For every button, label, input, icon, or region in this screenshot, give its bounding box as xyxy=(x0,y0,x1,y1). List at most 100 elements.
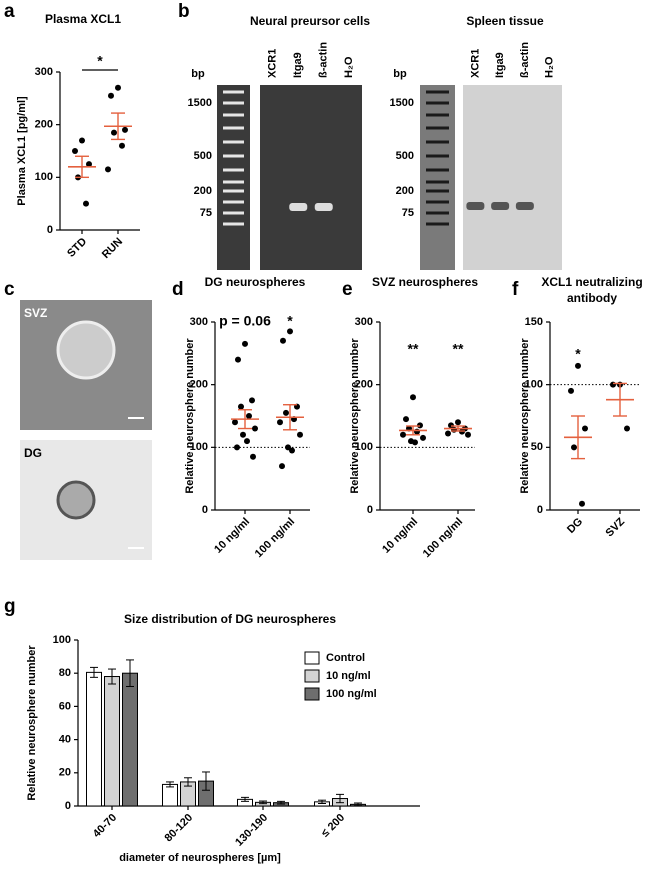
ladder-band xyxy=(223,180,244,184)
y-tick-label: 0 xyxy=(367,504,373,516)
gel-band xyxy=(491,202,510,210)
legend-label: Control xyxy=(326,652,365,664)
gel-lanes xyxy=(260,85,362,270)
data-point xyxy=(115,84,121,91)
data-point xyxy=(283,409,289,416)
legend-swatch xyxy=(304,651,320,665)
bar xyxy=(122,672,138,807)
y-tick-label: 300 xyxy=(190,316,208,328)
chart-title: Size distribution of DG neurospheres xyxy=(124,612,336,626)
ladder-band xyxy=(223,126,244,130)
y-tick-label: 100 xyxy=(525,379,543,391)
ladder-band xyxy=(426,189,449,193)
ladder-label: 1500 xyxy=(390,97,414,109)
gel-band xyxy=(515,202,534,210)
y-axis-label: Relative neurosphere number xyxy=(349,338,361,494)
legend-swatch xyxy=(304,687,320,701)
ladder-label: 75 xyxy=(200,207,212,219)
ladder-label: 75 xyxy=(402,207,414,219)
y-axis-label: Relative neurosphere number xyxy=(519,338,531,494)
ladder-band xyxy=(426,101,449,105)
x-tick-label: 10 ng/ml xyxy=(212,516,252,556)
data-point xyxy=(108,92,114,99)
y-tick-label: 100 xyxy=(355,441,373,453)
y-axis-label: Relative neurosphere number xyxy=(26,645,38,801)
y-tick-label: 200 xyxy=(190,379,208,391)
neurosphere xyxy=(56,480,96,520)
y-tick-label: 100 xyxy=(53,634,71,646)
panel-label: c xyxy=(4,279,15,300)
ladder-band xyxy=(223,211,244,215)
legend-label: 100 ng/ml xyxy=(326,688,377,700)
data-point xyxy=(445,430,451,437)
bp-label: bp xyxy=(191,68,205,80)
panel-label: a xyxy=(4,1,15,22)
x-tick-label: 10 ng/ml xyxy=(380,516,420,556)
lane-label: ß-actin xyxy=(519,42,531,78)
data-point xyxy=(451,426,457,433)
ladder-band xyxy=(223,168,244,172)
data-point xyxy=(232,419,238,426)
legend-label: 10 ng/ml xyxy=(326,670,371,682)
micrograph-label: SVZ xyxy=(24,306,47,320)
gel-band xyxy=(289,203,308,211)
data-point xyxy=(250,453,256,460)
significance: * xyxy=(575,346,581,362)
bar xyxy=(104,676,120,807)
bar xyxy=(86,671,102,807)
y-axis-label: Relative neurosphere number xyxy=(184,338,196,494)
ladder-band xyxy=(426,90,449,94)
data-point xyxy=(465,431,471,438)
x-tick-label: STD xyxy=(65,236,89,260)
significance: ** xyxy=(453,341,464,357)
bar xyxy=(162,783,178,807)
y-tick-label: 0 xyxy=(65,800,71,812)
chart-title: DG neurospheres xyxy=(205,275,306,289)
data-point xyxy=(105,166,111,173)
data-point xyxy=(455,419,461,426)
y-tick-label: 20 xyxy=(59,767,71,779)
data-point xyxy=(122,126,128,133)
data-point xyxy=(297,431,303,438)
y-tick-label: 50 xyxy=(531,441,543,453)
ladder-band xyxy=(426,154,449,158)
y-tick-label: 200 xyxy=(35,119,53,131)
micrograph-label: DG xyxy=(24,446,42,460)
data-point xyxy=(575,362,581,369)
lane-label: XCR1 xyxy=(469,49,481,78)
y-tick-label: 200 xyxy=(355,379,373,391)
ladder-band xyxy=(223,140,244,144)
gel-title: Neural preursor cells xyxy=(250,14,370,28)
ladder-label: 500 xyxy=(396,150,414,162)
ladder-band xyxy=(426,200,449,204)
data-point xyxy=(579,500,585,507)
y-tick-label: 60 xyxy=(59,700,71,712)
legend-swatch xyxy=(304,669,320,683)
lane-label: Itga9 xyxy=(292,52,304,78)
ladder-band xyxy=(223,189,244,193)
data-point xyxy=(235,356,241,363)
panel-label: g xyxy=(4,596,16,617)
ladder-label: 500 xyxy=(194,150,212,162)
lane-label: H₂O xyxy=(343,56,355,78)
y-tick-label: 0 xyxy=(202,504,208,516)
data-point xyxy=(410,394,416,401)
data-point xyxy=(287,328,293,335)
data-point xyxy=(86,161,92,168)
data-point xyxy=(610,381,616,388)
x-tick-label: 40-70 xyxy=(91,812,119,840)
ladder-label: 200 xyxy=(396,185,414,197)
data-point xyxy=(412,439,418,446)
panel-label: e xyxy=(342,279,353,300)
x-tick-label: 100 ng/ml xyxy=(421,516,465,560)
data-point xyxy=(403,416,409,423)
data-point xyxy=(242,340,248,347)
chart-title: antibody xyxy=(567,291,617,305)
ladder-band xyxy=(426,180,449,184)
ladder-label: 200 xyxy=(194,185,212,197)
gel-lanes xyxy=(463,85,562,270)
x-tick-label: ≤ 200 xyxy=(319,812,347,840)
ladder-band xyxy=(223,222,244,226)
data-point xyxy=(240,431,246,438)
